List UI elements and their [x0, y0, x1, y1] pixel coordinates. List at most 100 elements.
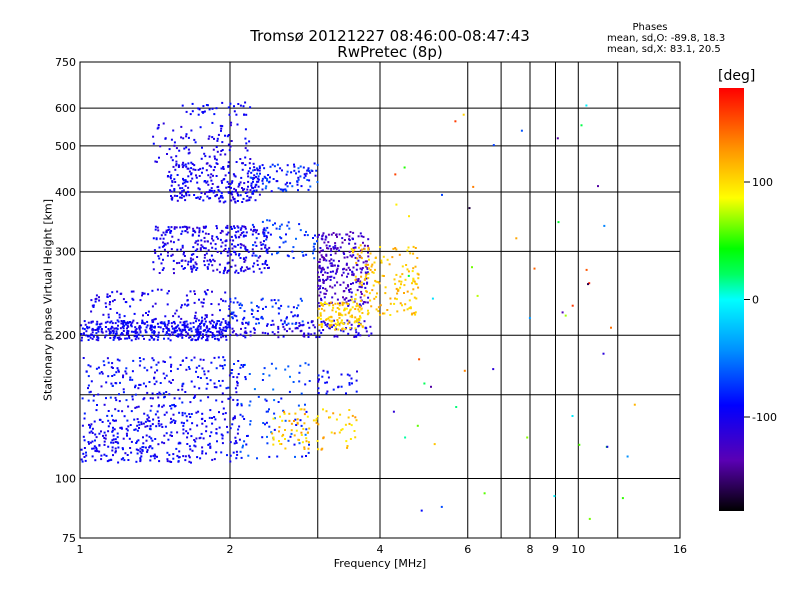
data-point	[339, 246, 342, 249]
data-point	[342, 281, 345, 284]
data-point	[181, 259, 184, 262]
x-tick-label: 9	[552, 543, 559, 556]
data-point	[113, 299, 116, 301]
data-point	[144, 425, 147, 428]
data-point	[295, 237, 297, 240]
data-point	[173, 327, 176, 330]
data-point	[246, 172, 249, 175]
data-point	[291, 322, 294, 325]
data-point	[103, 440, 106, 443]
data-point	[293, 163, 295, 166]
data-point	[142, 446, 145, 449]
data-point	[365, 260, 368, 263]
data-point	[257, 318, 260, 321]
data-point	[252, 244, 254, 246]
data-point	[236, 402, 239, 405]
data-point	[103, 443, 106, 446]
data-point	[83, 328, 86, 331]
data-point	[196, 328, 199, 331]
data-point	[244, 269, 247, 272]
data-point	[286, 330, 288, 333]
data-point	[337, 302, 339, 305]
data-point	[249, 400, 252, 403]
data-point	[298, 223, 301, 226]
data-point	[185, 194, 188, 197]
data-point	[106, 320, 109, 323]
data-point	[156, 288, 159, 291]
data-point	[367, 247, 370, 249]
data-point	[156, 226, 159, 229]
data-point	[343, 267, 346, 270]
data-point	[250, 301, 253, 304]
data-point	[208, 189, 211, 192]
data-point	[99, 323, 101, 326]
grid-lines	[80, 62, 680, 538]
data-point	[153, 383, 156, 386]
data-point	[171, 379, 174, 381]
data-point	[245, 231, 248, 234]
data-point	[195, 320, 197, 323]
data-point	[312, 252, 314, 255]
data-point	[305, 253, 308, 256]
data-point	[185, 165, 188, 168]
data-point	[88, 391, 91, 394]
data-point	[116, 436, 119, 439]
data-point	[205, 377, 208, 380]
data-point	[463, 369, 466, 372]
data-point	[348, 409, 351, 411]
data-point	[337, 264, 339, 267]
data-point	[225, 327, 228, 330]
data-point	[286, 181, 289, 184]
data-point	[323, 321, 326, 324]
data-point	[370, 265, 373, 268]
data-point	[198, 331, 200, 334]
data-point	[246, 199, 249, 202]
data-point	[242, 197, 245, 200]
data-point	[91, 320, 94, 323]
data-point	[204, 192, 206, 195]
data-point	[205, 326, 208, 329]
data-point	[303, 448, 306, 450]
data-point	[336, 281, 339, 284]
data-point	[360, 271, 363, 274]
data-point	[128, 337, 131, 340]
data-point	[146, 450, 149, 453]
data-point	[241, 446, 244, 449]
data-point	[232, 239, 235, 242]
data-point	[343, 256, 346, 259]
data-point	[156, 393, 159, 395]
data-point	[275, 227, 278, 230]
data-point	[109, 396, 112, 399]
data-point	[242, 244, 245, 247]
data-point	[164, 233, 167, 236]
data-point	[156, 455, 158, 458]
data-point	[266, 264, 269, 266]
data-point	[213, 166, 216, 169]
data-point	[235, 269, 238, 272]
data-point	[204, 232, 207, 235]
data-point	[242, 105, 245, 108]
data-point	[180, 196, 183, 199]
data-point	[220, 150, 223, 152]
data-point	[343, 298, 346, 301]
data-point	[231, 181, 233, 184]
data-point	[112, 426, 114, 429]
data-point	[108, 332, 111, 335]
data-point	[166, 458, 169, 461]
data-point	[307, 168, 310, 171]
data-point	[175, 334, 178, 337]
data-point	[186, 180, 189, 183]
data-point	[239, 158, 242, 160]
data-point	[404, 436, 407, 439]
data-point	[195, 339, 198, 342]
data-point	[105, 381, 108, 384]
data-point	[364, 301, 367, 304]
data-point	[399, 275, 402, 278]
data-point	[126, 337, 128, 340]
data-point	[360, 257, 363, 260]
data-point	[114, 335, 117, 338]
data-point	[148, 435, 151, 438]
data-point	[352, 238, 354, 241]
data-point	[229, 145, 232, 148]
data-point	[213, 386, 216, 389]
